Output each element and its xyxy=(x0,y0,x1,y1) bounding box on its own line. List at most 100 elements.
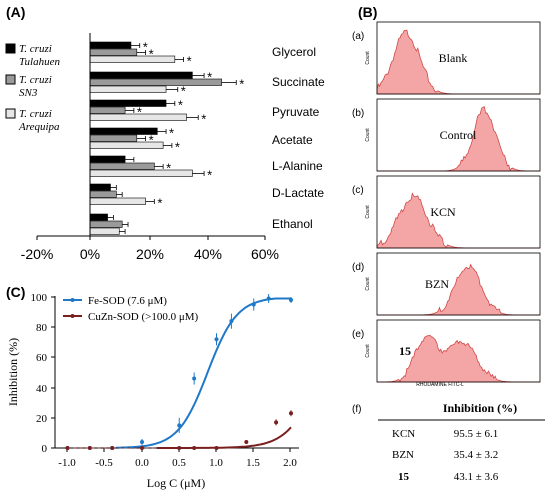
legend-swatch-tulahuen xyxy=(5,43,16,54)
a-tick-0: -20% xyxy=(21,246,54,262)
b-box-2 xyxy=(376,175,541,249)
table-row-15-name: 15 xyxy=(398,471,410,483)
c-point-0-10 xyxy=(289,298,293,303)
c-legend-cuzn-sod: CuZn-SOD (>100.0 μM) xyxy=(88,311,199,323)
b-histogram-2 xyxy=(376,192,540,249)
b-ylabel-3: Count xyxy=(365,277,371,291)
c-xtick-1: -0.5 xyxy=(95,457,113,469)
table-row-bzn-name: BZN xyxy=(392,449,414,461)
a-bar-glycerol-s1 xyxy=(89,48,138,56)
a-bar-glycerol-s0 xyxy=(89,41,132,49)
a-star-succinate-s2: * xyxy=(181,84,186,99)
b-name-4: 15 xyxy=(399,344,411,358)
c-ytick-80: 80 xyxy=(36,322,48,334)
c-point-1-1 xyxy=(87,446,92,450)
a-star-l-alanine-s1: * xyxy=(166,161,171,176)
panel-a-bar-chart: (A) * * ** **** *** ** ** -20% 0% 20% 40% 60% … xyxy=(5,4,325,262)
a-star-glycerol-s2: * xyxy=(187,54,192,69)
a-bar-d-lactate-s2 xyxy=(89,197,146,205)
a-bar-succinate-s2 xyxy=(89,85,167,93)
a-cat-l-alanine: L-Alanine xyxy=(272,159,323,173)
panel-b-inhibition-table: (f) Inhibition (%) KCN 95.5 ± 6.1 BZN 35… xyxy=(352,401,545,483)
a-star-pyruvate-s0: * xyxy=(178,98,183,113)
a-cat-glycerol: Glycerol xyxy=(272,45,316,59)
c-ytick-20: 20 xyxy=(36,413,48,425)
b-xlabel: RHODAMINE FITC-L xyxy=(416,382,464,388)
c-point-1-8 xyxy=(274,420,279,425)
c-point-1-5 xyxy=(192,446,197,450)
c-point-1-3 xyxy=(140,446,144,450)
c-point-0-3 xyxy=(140,439,144,444)
c-fit-curve-0 xyxy=(115,297,291,449)
a-star-acetate-s1: * xyxy=(149,133,154,148)
panel-b-histograms: (a) Count Blank (b) Count Control (c) Count KCN (… xyxy=(352,21,541,388)
a-bar-l-alanine-s2 xyxy=(89,169,193,177)
a-star-succinate-s1: * xyxy=(239,77,244,92)
a-cat-d-lactate: D-Lactate xyxy=(272,186,324,200)
a-star-pyruvate-s2: * xyxy=(201,112,206,127)
panel-b-flow-cytometry: (B) (a) Count Blank (b) Count Control (c) Count… xyxy=(352,4,545,483)
legend-swatch-arequipa xyxy=(5,108,16,119)
c-point-1-6 xyxy=(214,446,219,450)
c-point-0-8 xyxy=(251,302,256,307)
c-point-1-2 xyxy=(110,446,115,450)
a-star-glycerol-s1: * xyxy=(149,47,154,62)
panel-c-y-ticks: 0 20 40 60 80 100 xyxy=(31,292,55,455)
b-histogram-3 xyxy=(377,263,540,316)
table-row-bzn-value: 35.4 ± 3.2 xyxy=(454,449,499,461)
c-point-0-5 xyxy=(192,376,197,381)
a-bar-d-lactate-s1 xyxy=(89,190,117,198)
b-name-0: Blank xyxy=(439,51,468,65)
a-star-acetate-s0: * xyxy=(169,126,174,141)
a-bar-pyruvate-s0 xyxy=(89,99,167,107)
panel-a-x-ticks: -20% 0% 20% 40% 60% xyxy=(21,236,279,262)
c-ytick-60: 60 xyxy=(36,352,48,364)
c-point-1-7 xyxy=(244,439,249,444)
c-point-1-0 xyxy=(65,446,70,450)
panel-c-x-label: Log C (μM) xyxy=(147,476,205,490)
a-bar-ethanol-s2 xyxy=(89,227,120,235)
c-ytick-0: 0 xyxy=(42,443,48,455)
panel-c-label: (C) xyxy=(6,284,25,300)
c-xtick-5: 1.5 xyxy=(246,457,260,469)
b-subtag-2: (c) xyxy=(352,185,364,196)
panel-c-plot-area xyxy=(65,293,293,450)
table-row-kcn-name: KCN xyxy=(392,428,415,440)
c-ytick-40: 40 xyxy=(36,383,48,395)
b-ylabel-4: Count xyxy=(365,344,371,358)
legend-arequipa-line2: Arequipa xyxy=(18,121,60,133)
a-bar-ethanol-s0 xyxy=(89,213,108,221)
table-row-15-value: 43.1 ± 3.6 xyxy=(454,471,499,483)
b-box-3 xyxy=(376,252,541,316)
a-tick-2: 20% xyxy=(136,246,164,262)
b-ylabel-1: Count xyxy=(365,128,371,142)
legend-tulahuen-line2: Tulahuen xyxy=(19,56,60,68)
panel-c-x-ticks: -1.0 -0.5 0.0 0.5 1.0 1.5 2.0 xyxy=(58,448,297,469)
table-tag: (f) xyxy=(352,404,361,415)
a-bar-acetate-s0 xyxy=(89,127,158,135)
a-bar-ethanol-s1 xyxy=(89,220,123,228)
a-bar-glycerol-s2 xyxy=(89,55,176,63)
a-cat-ethanol: Ethanol xyxy=(272,217,313,231)
c-point-0-6 xyxy=(214,337,219,342)
legend-sn3-line2: SN3 xyxy=(19,87,38,99)
a-tick-4: 60% xyxy=(251,246,279,262)
a-bar-pyruvate-s1 xyxy=(89,106,126,114)
a-cat-pyruvate: Pyruvate xyxy=(272,105,320,119)
c-xtick-0: -1.0 xyxy=(58,457,76,469)
a-star-succinate-s0: * xyxy=(207,70,212,85)
b-ylabel-0: Count xyxy=(365,51,371,65)
legend-sn3-line1: T. cruzi xyxy=(19,74,52,86)
a-bar-l-alanine-s0 xyxy=(89,155,126,163)
a-star-acetate-s2: * xyxy=(175,140,180,155)
panel-a-legend: T. cruzi Tulahuen T. cruzi SN3 T. cruzi … xyxy=(5,43,60,133)
c-point-0-7 xyxy=(229,319,234,324)
c-point-1-9 xyxy=(289,411,293,416)
a-bar-succinate-s1 xyxy=(89,78,222,86)
c-xtick-4: 1.0 xyxy=(209,457,223,469)
panel-c-dose-response: (C) 0 20 40 60 80 100 -1.0 -0.5 xyxy=(6,284,299,490)
b-subtag-1: (b) xyxy=(352,108,364,119)
panel-b-label: (B) xyxy=(358,4,377,20)
c-point-1-4 xyxy=(177,446,182,450)
